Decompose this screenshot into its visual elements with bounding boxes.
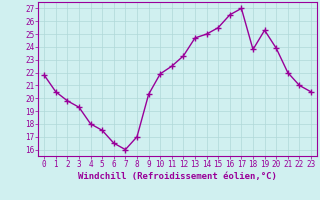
X-axis label: Windchill (Refroidissement éolien,°C): Windchill (Refroidissement éolien,°C) [78, 172, 277, 181]
